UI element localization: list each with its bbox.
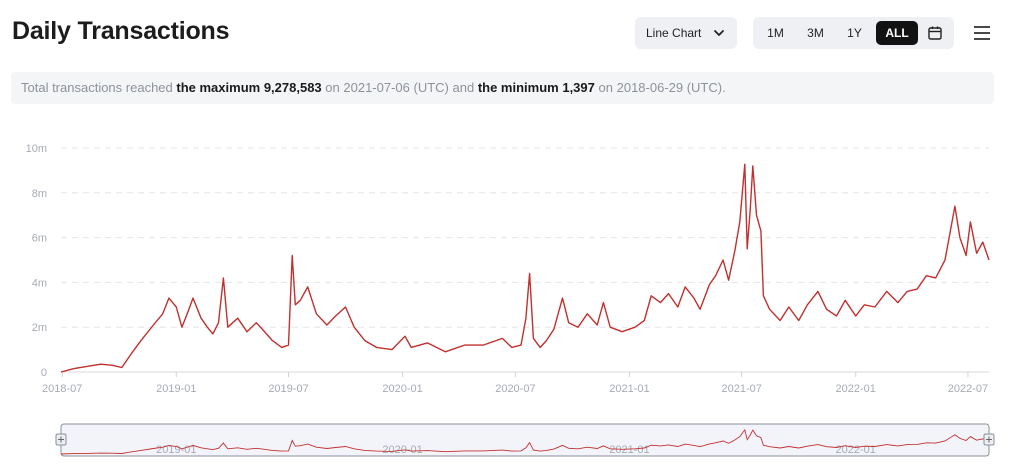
navigator-axis: 2019-01 2020-01 2021-01 2022-01 (156, 444, 876, 456)
navigator-right-handle[interactable] (983, 433, 995, 446)
x-tick-label: 2021-01 (609, 383, 649, 395)
range-1y-button[interactable]: 1Y (847, 26, 862, 40)
x-tick-label: 2022-01 (836, 383, 876, 395)
summary-prefix: Total transactions reached (21, 80, 173, 95)
range-all-button[interactable]: ALL (876, 21, 918, 45)
summary-min-label: the minimum (477, 80, 559, 95)
navigator-left-handle[interactable] (55, 433, 67, 446)
x-tick-label: 2018-07 (42, 383, 82, 395)
page-title: Daily Transactions (12, 17, 230, 45)
y-axis: 0 2m 4m 6m 8m 10m (26, 143, 47, 379)
y-tick-label: 10m (26, 143, 47, 155)
summary-min-date: 2018-06-29 (UTC). (616, 80, 726, 95)
y-tick-label: 4m (32, 277, 47, 289)
navigator-label: 2021-01 (609, 444, 649, 456)
x-tick-label: 2020-07 (495, 383, 535, 395)
x-tick-label: 2019-07 (268, 383, 308, 395)
summary-on-2: on (598, 80, 613, 95)
summary-min-value: 1,397 (562, 80, 595, 95)
y-tick-label: 2m (32, 322, 47, 334)
summary-on-1: on (325, 80, 340, 95)
series-line (60, 163, 990, 373)
x-tick-label: 2019-01 (156, 383, 196, 395)
x-axis: 2018-07 2019-01 2019-07 2020-01 2020-07 2021-… (42, 372, 988, 395)
x-tick-label: 2022-07 (948, 383, 988, 395)
navigator[interactable]: 2019-01 2020-01 2021-01 2022-01 (55, 423, 995, 457)
y-tick-label: 0 (41, 367, 47, 379)
chevron-down-icon (714, 30, 724, 36)
hamburger-menu-icon[interactable] (973, 25, 991, 41)
summary-max-value: 9,278,583 (263, 80, 322, 95)
range-1m-button[interactable]: 1M (767, 26, 784, 40)
navigator-label: 2022-01 (836, 444, 876, 456)
summary-max-label: the maximum (176, 80, 261, 95)
y-tick-label: 8m (32, 188, 47, 200)
x-tick-label: 2020-01 (382, 383, 422, 395)
time-range-selector: 1M 3M 1Y ALL (753, 17, 954, 49)
navigator-series-line (60, 428, 990, 455)
summary-bar: Total transactions reached the maximum 9… (11, 72, 994, 104)
navigator-label: 2019-01 (156, 444, 196, 456)
chart-type-select[interactable]: Line Chart (635, 17, 737, 49)
chart-grid (61, 147, 989, 373)
summary-max-date: 2021-07-06 (UTC) and (343, 80, 475, 95)
calendar-icon[interactable] (927, 25, 943, 41)
x-tick-label: 2021-07 (721, 383, 761, 395)
range-3m-button[interactable]: 3M (807, 26, 824, 40)
y-tick-label: 6m (32, 233, 47, 245)
chart-type-select-value: Line Chart (646, 26, 702, 40)
